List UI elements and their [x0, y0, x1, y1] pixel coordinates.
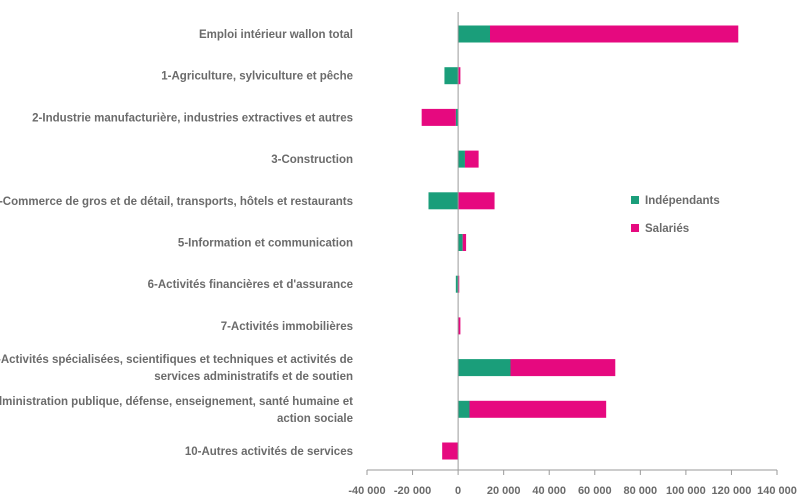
- x-tick-label: 80 000: [624, 485, 658, 497]
- bar-salaries-2: [421, 108, 456, 126]
- x-tick-label: 0: [455, 485, 461, 497]
- category-label: 10-Autres activités de services: [185, 446, 353, 458]
- bar-independants-9: [458, 400, 470, 418]
- bar-salaries-0: [490, 25, 739, 43]
- legend-swatch: [631, 224, 639, 232]
- category-label: 1-Agriculture, sylviculture et pêche: [161, 71, 353, 83]
- x-tick-label: 140 000: [757, 485, 797, 497]
- category-label: 3-Construction: [271, 154, 353, 166]
- bar-salaries-1: [458, 67, 461, 85]
- x-tick-label: -40 000: [348, 485, 385, 497]
- bar-independants-2: [455, 108, 459, 126]
- category-label: 7-Activités immobilières: [221, 321, 353, 333]
- x-tick-label: 60 000: [578, 485, 612, 497]
- x-tick-label: 100 000: [666, 485, 706, 497]
- category-label: 4-Commerce de gros et de détail, transpo…: [0, 196, 353, 208]
- x-axis: -40 000 -20 000 0 20 000 40 000 60 000 80 000 1…: [348, 469, 797, 497]
- bars-group: [421, 25, 739, 460]
- x-tick-label: 120 000: [712, 485, 752, 497]
- legend-label: Salariés: [645, 223, 689, 235]
- bar-independants-6: [455, 275, 459, 293]
- bar-salaries-7: [458, 317, 461, 335]
- x-tick-label: -20 000: [394, 485, 431, 497]
- category-label: 8-Activités spécialisées, scientifiques …: [0, 354, 353, 383]
- x-tick-label: 40 000: [532, 485, 566, 497]
- bar-salaries-3: [464, 150, 479, 168]
- bar-independants-3: [458, 150, 465, 168]
- category-label: 5-Information et communication: [178, 238, 353, 250]
- bar-independants-8: [458, 359, 511, 377]
- category-labels: Emploi intérieur wallon total 1-Agricultu…: [0, 29, 353, 458]
- category-label: Emploi intérieur wallon total: [199, 29, 353, 41]
- bar-independants-4: [428, 192, 459, 210]
- bar-salaries-10: [442, 442, 459, 460]
- bar-independants-0: [458, 25, 490, 43]
- legend-label: Indépendants: [645, 195, 720, 207]
- bar-salaries-5: [462, 234, 467, 251]
- legend: Indépendants Salariés: [631, 195, 720, 235]
- bar-salaries-9: [469, 400, 607, 418]
- category-label: 6-Activités financières et d'assurance: [148, 279, 353, 291]
- bar-salaries-8: [510, 359, 616, 377]
- bar-independants-1: [444, 67, 459, 85]
- category-label: 2-Industrie manufacturière, industries e…: [32, 112, 353, 124]
- category-label: 9-Administration publique, défense, ense…: [0, 396, 353, 425]
- legend-swatch: [631, 196, 639, 204]
- bar-salaries-4: [458, 192, 495, 210]
- bar-independants-5: [458, 234, 463, 251]
- bar-salaries-6: [458, 275, 460, 293]
- x-tick-label: 20 000: [487, 485, 521, 497]
